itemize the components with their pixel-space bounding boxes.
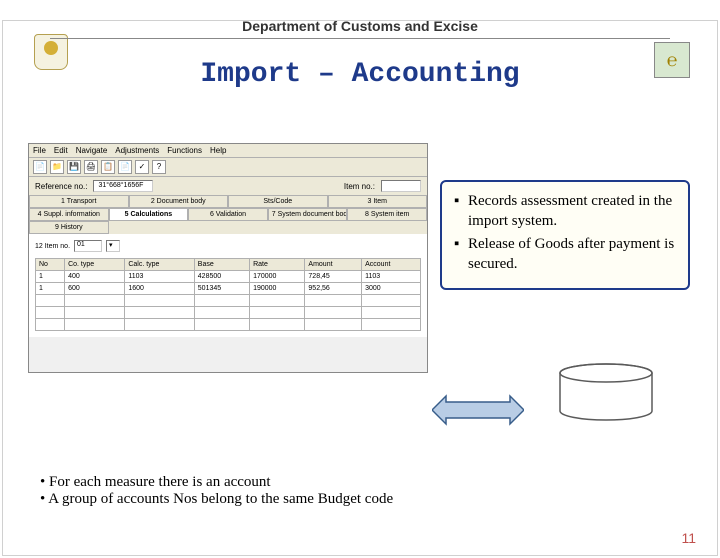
table-cell: 1: [36, 283, 65, 295]
page-number: 11: [681, 530, 696, 546]
reference-label: Reference no.:: [35, 182, 87, 191]
table-row: [36, 319, 421, 331]
table-cell: 600: [65, 283, 125, 295]
table-cell: [305, 319, 362, 331]
item-no-field[interactable]: [381, 180, 421, 192]
table-cell: 501345: [194, 283, 249, 295]
toolbar-icon-0[interactable]: 📄: [33, 160, 47, 174]
double-arrow-icon: [432, 392, 524, 428]
table-cell: [250, 295, 305, 307]
table-cell: [305, 295, 362, 307]
toolbar: 📄📁💾🖨📋📄✓?: [29, 158, 427, 177]
table-cell: [125, 307, 194, 319]
item-selector-label: 12 Item no.: [35, 243, 70, 250]
table-cell: 1103: [125, 271, 194, 283]
toolbar-icon-1[interactable]: 📁: [50, 160, 64, 174]
tab[interactable]: 5 Calculations: [109, 208, 189, 221]
table-cell: [362, 307, 421, 319]
col-header: Amount: [305, 259, 362, 271]
table-cell: [194, 319, 249, 331]
col-header: Base: [194, 259, 249, 271]
table-cell: [125, 295, 194, 307]
col-header: Calc. type: [125, 259, 194, 271]
crest-logo: [34, 34, 68, 70]
table-cell: [65, 319, 125, 331]
tab[interactable]: 7 System document body: [268, 208, 348, 221]
table-cell: [305, 307, 362, 319]
table-cell: 952,56: [305, 283, 362, 295]
item-selector-value[interactable]: 01: [74, 240, 102, 252]
item-selector-stepper[interactable]: ▾: [106, 240, 120, 252]
table-cell: [65, 295, 125, 307]
callout-item: Release of Goods after payment is secure…: [454, 235, 676, 274]
toolbar-icon-4[interactable]: 📋: [101, 160, 115, 174]
table-cell: 428500: [194, 271, 249, 283]
tabs-row-2: 4 Suppl. information5 Calculations6 Vali…: [29, 208, 427, 234]
table-cell: 1: [36, 271, 65, 283]
menu-functions[interactable]: Functions: [167, 146, 202, 155]
table-cell: [194, 307, 249, 319]
toolbar-icon-7[interactable]: ?: [152, 160, 166, 174]
col-header: Co. type: [65, 259, 125, 271]
menu-edit[interactable]: Edit: [54, 146, 68, 155]
table-row: [36, 307, 421, 319]
table-cell: 3000: [362, 283, 421, 295]
menu-navigate[interactable]: Navigate: [76, 146, 108, 155]
table-row: 14001103428500170000728,451103: [36, 271, 421, 283]
table-row: 16001600501345190000952,563000: [36, 283, 421, 295]
table-cell: 400: [65, 271, 125, 283]
tab[interactable]: 8 System item: [347, 208, 427, 221]
footer-notes: For each measure there is an accountA gr…: [40, 474, 393, 508]
database-icon: [556, 363, 656, 421]
col-header: Rate: [250, 259, 305, 271]
menu-help[interactable]: Help: [210, 146, 226, 155]
table-cell: [194, 295, 249, 307]
table-row: [36, 295, 421, 307]
col-header: No: [36, 259, 65, 271]
table-cell: 190000: [250, 283, 305, 295]
tabs-row-1: 1 Transport2 Document bodySts/Code3 Item: [29, 195, 427, 208]
callout-box: Records assessment created in the import…: [440, 180, 690, 290]
menu-adjustments[interactable]: Adjustments: [115, 146, 159, 155]
table-cell: 1600: [125, 283, 194, 295]
tab[interactable]: 3 Item: [328, 195, 428, 208]
table-cell: [362, 295, 421, 307]
table-cell: 1103: [362, 271, 421, 283]
tab-panel-calculations: 12 Item no. 01 ▾ NoCo. typeCalc. typeBas…: [29, 234, 427, 337]
reference-field[interactable]: 31°668°1656F: [93, 180, 153, 192]
right-logo: ℮: [654, 42, 690, 78]
item-selector: 12 Item no. 01 ▾: [35, 240, 421, 252]
toolbar-icon-2[interactable]: 💾: [67, 160, 81, 174]
menubar: File Edit Navigate Adjustments Functions Help: [29, 144, 427, 158]
tab[interactable]: 9 History: [29, 221, 109, 234]
tab[interactable]: 4 Suppl. information: [29, 208, 109, 221]
toolbar-icon-5[interactable]: 📄: [118, 160, 132, 174]
tab[interactable]: 2 Document body: [129, 195, 229, 208]
table-cell: 728,45: [305, 271, 362, 283]
calculations-table: NoCo. typeCalc. typeBaseRateAmountAccoun…: [35, 258, 421, 331]
callout-item: Records assessment created in the import…: [454, 192, 676, 231]
col-header: Account: [362, 259, 421, 271]
table-cell: [36, 319, 65, 331]
menu-file[interactable]: File: [33, 146, 46, 155]
table-cell: [125, 319, 194, 331]
toolbar-icon-6[interactable]: ✓: [135, 160, 149, 174]
table-cell: [250, 307, 305, 319]
tab[interactable]: 6 Validation: [188, 208, 268, 221]
tab[interactable]: 1 Transport: [29, 195, 129, 208]
app-window: File Edit Navigate Adjustments Functions Help…: [28, 143, 428, 373]
tab[interactable]: Sts/Code: [228, 195, 328, 208]
table-cell: [362, 319, 421, 331]
table-cell: [250, 319, 305, 331]
table-cell: [65, 307, 125, 319]
item-no-label: Item no.:: [344, 182, 375, 191]
table-cell: 170000: [250, 271, 305, 283]
toolbar-icon-3[interactable]: 🖨: [84, 160, 98, 174]
footer-note: For each measure there is an account: [40, 474, 393, 491]
department-header: Department of Customs and Excise: [0, 18, 720, 39]
footer-note: A group of accounts Nos belong to the sa…: [40, 491, 393, 508]
reference-row: Reference no.: 31°668°1656F Item no.:: [29, 177, 427, 195]
table-cell: [36, 307, 65, 319]
table-cell: [36, 295, 65, 307]
